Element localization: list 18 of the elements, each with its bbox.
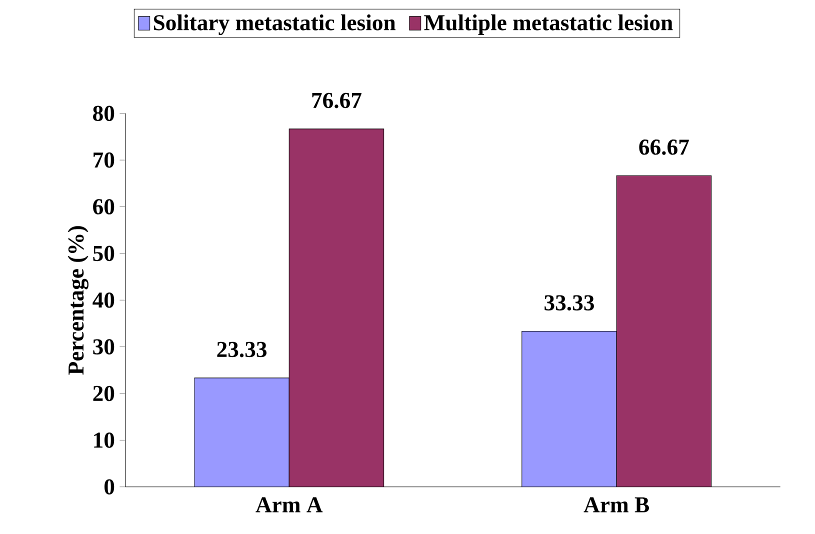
y-tick-label: 80	[93, 106, 114, 122]
y-tick-label: 10	[94, 432, 114, 448]
y-tick-label: 20	[93, 386, 114, 402]
y-tick-label: 40	[92, 292, 114, 308]
y-tick-label: 30	[93, 339, 114, 355]
y-tick-label: 0	[104, 479, 114, 495]
y-tick-label: 50	[93, 246, 114, 262]
y-tick-label: 70	[94, 152, 114, 168]
legend-label: Solitary metastatic lesion	[154, 14, 396, 36]
y-tick-label: 60	[93, 199, 114, 215]
data-label: 76.67	[312, 93, 362, 108]
x-tick-label: Arm A	[256, 497, 323, 512]
data-label: 66.67	[639, 140, 689, 156]
legend-label: Multiple metastatic lesion	[424, 14, 673, 36]
x-tick-label: Arm B	[584, 497, 649, 513]
data-label: 33.33	[544, 295, 594, 311]
data-label: 23.33	[217, 342, 267, 358]
y-axis-title: Percentage (%)	[68, 226, 88, 375]
